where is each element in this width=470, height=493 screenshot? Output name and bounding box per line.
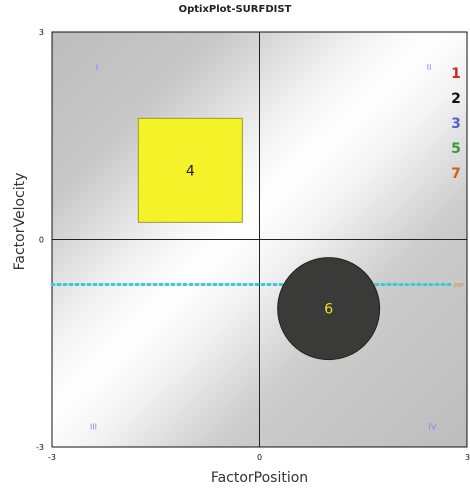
legend-label: 7 xyxy=(451,166,461,182)
y-axis-label: FactorVelocity xyxy=(12,173,28,271)
reference-line-label: par xyxy=(454,281,464,288)
point-circle xyxy=(277,257,381,361)
quadrant-label: III xyxy=(90,423,97,432)
legend-label: 1 xyxy=(451,66,461,82)
quadrant-label: I xyxy=(96,63,98,72)
chart-title: OptixPlot-SURFDIST xyxy=(178,4,292,15)
quadrant-label: II xyxy=(427,63,432,72)
point-label: 6 xyxy=(324,302,333,318)
x-axis-label: FactorPosition xyxy=(211,470,308,486)
legend-label: 3 xyxy=(451,116,461,132)
y-tick-label: -3 xyxy=(36,443,44,452)
point-square xyxy=(137,117,243,223)
legend-label: 2 xyxy=(451,91,461,107)
y-tick-label: 3 xyxy=(39,28,44,37)
y-tick-label: 0 xyxy=(39,236,44,245)
x-tick-label: -3 xyxy=(48,453,56,462)
x-tick-label: 3 xyxy=(465,453,470,462)
quadrant-label: IV xyxy=(428,423,436,432)
point-label: 4 xyxy=(186,163,195,179)
legend-label: 5 xyxy=(451,141,461,157)
x-tick-label: 0 xyxy=(257,453,262,462)
